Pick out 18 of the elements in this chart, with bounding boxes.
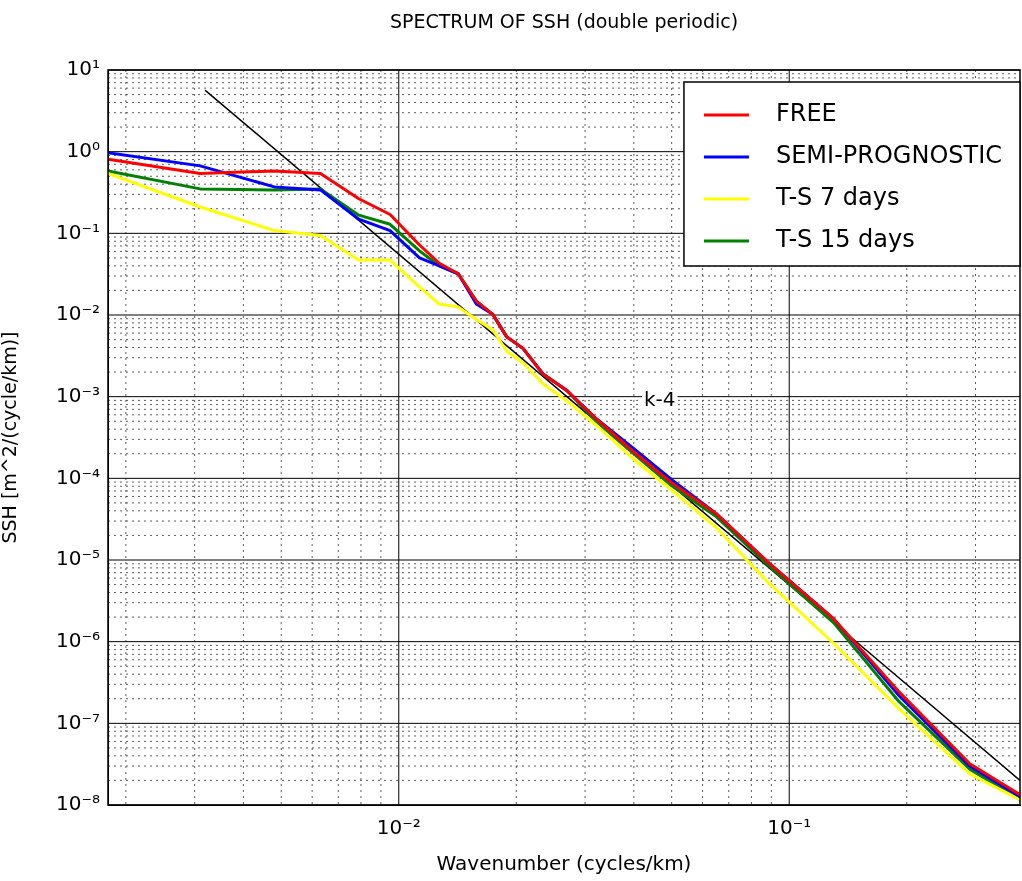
annotation: k-4	[643, 386, 676, 411]
y-tick-label: 10⁻⁷	[55, 709, 100, 734]
y-tick-label: 10⁻¹	[55, 219, 100, 244]
y-tick-label: 10⁻³	[55, 382, 100, 407]
y-tick-label: 10¹	[66, 56, 100, 81]
legend-label: FREE	[775, 99, 837, 128]
y-tick-label: 10⁻⁸	[55, 791, 100, 816]
legend-label: T-S 7 days	[774, 183, 900, 212]
y-tick-label: 10⁻²	[55, 301, 100, 326]
y-tick-label: 10⁻⁴	[55, 464, 100, 489]
legend-label: SEMI-PROGNOSTIC	[775, 141, 1003, 170]
y-tick-label: 10⁻⁶	[55, 627, 100, 652]
chart-title: SPECTRUM OF SSH (double periodic)	[389, 10, 739, 32]
x-axis-title: Wavenumber (cycles/km)	[436, 851, 692, 876]
y-axis-title: SSH [m^2/(cycle/km)]	[0, 331, 21, 544]
y-tick-label: 10⁻⁵	[55, 546, 100, 571]
y-tick-label: 10⁰	[66, 137, 100, 162]
legend-label: T-S 15 days	[774, 225, 915, 254]
